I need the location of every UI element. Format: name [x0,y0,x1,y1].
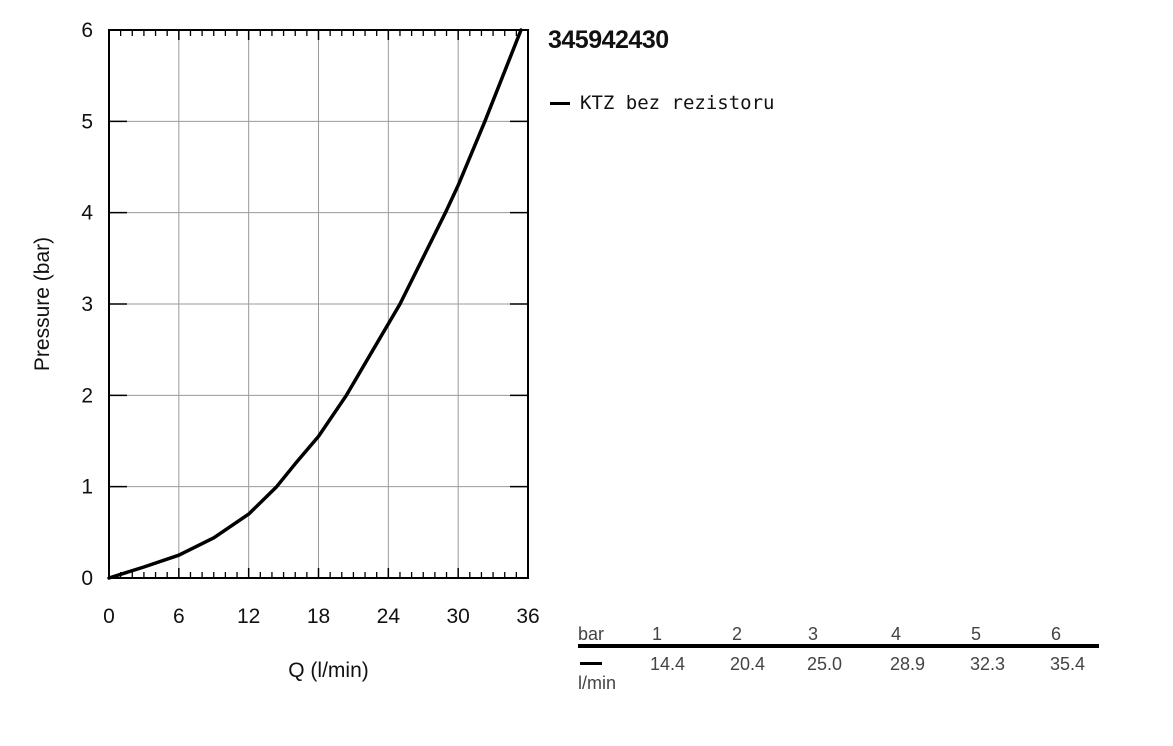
y-tick-label: 2 [81,384,93,407]
flow-cell: 20.4 [730,654,766,674]
x-tick-label: 36 [516,605,539,628]
flow-cell: 32.3 [970,654,1006,674]
y-tick-label: 0 [81,567,93,590]
x-tick-label: 30 [446,605,469,628]
series-mark [580,662,602,665]
y-tick-label: 1 [81,476,93,499]
flow-cell: 25.0 [807,654,843,674]
y-tick-label: 3 [81,293,93,316]
flow-table: bar 1 2 3 4 5 6 l/min 14.4 20.4 25.0 28.… [578,624,1099,698]
y-tick-label: 5 [81,110,93,133]
x-tick-label: 24 [377,605,401,628]
x-tick-label: 18 [307,605,330,628]
y-tick-label: 6 [81,19,93,42]
table-flow-row: l/min 14.4 20.4 25.0 28.9 32.3 35.4 [578,648,1099,698]
table-header-row: bar 1 2 3 4 5 6 [578,624,1099,648]
pressure-cell: 4 [891,624,902,644]
pressure-cell: 1 [652,624,663,644]
legend-label: KTZ bez rezistoru [580,92,775,114]
y-tick-label: 4 [81,202,93,225]
chart-title: 345942430 [548,26,669,54]
x-tick-label: 6 [173,605,185,628]
legend-swatch [550,101,570,105]
pressure-cell: 3 [808,624,819,644]
y-axis-title: Pressure (bar) [31,237,54,371]
x-tick-label: 12 [237,605,260,628]
x-tick-label: 0 [103,605,115,628]
flow-unit-label: l/min [578,673,617,693]
series-line [107,28,523,580]
flow-cell: 28.9 [890,654,926,674]
flow-cell: 14.4 [650,654,686,674]
pressure-unit-label: bar [578,624,605,644]
legend: KTZ bez rezistoru [550,92,774,114]
pressure-cell: 2 [732,624,743,644]
pressure-cell: 6 [1051,624,1062,644]
flow-cell: 35.4 [1050,654,1086,674]
x-axis-title: Q (l/min) [288,659,369,682]
series-layer [107,28,523,580]
plot-frame [108,29,529,579]
grid [109,30,528,578]
pressure-cell: 5 [971,624,982,644]
